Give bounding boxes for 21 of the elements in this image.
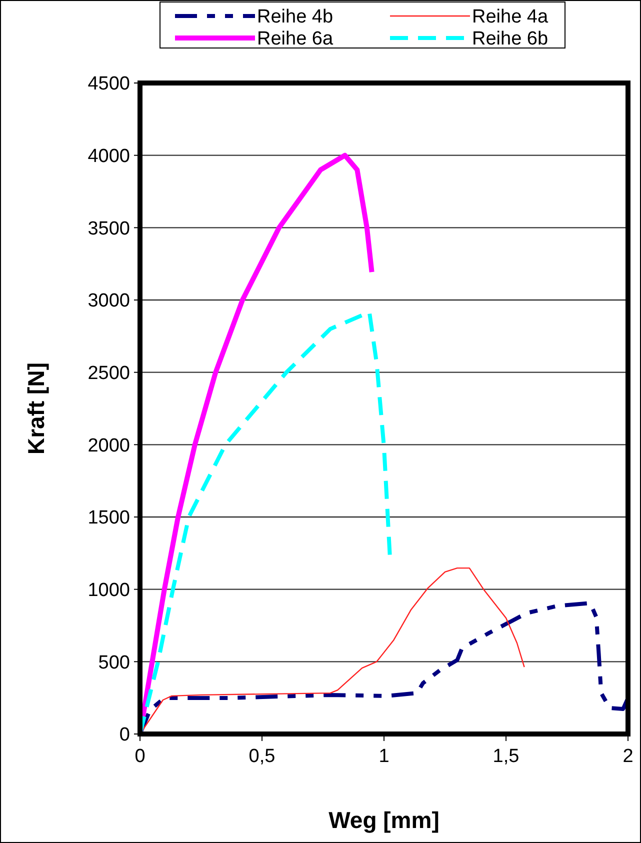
x-tick-label: 0 [134, 746, 146, 767]
legend-label: Reihe 6a [257, 28, 334, 50]
legend-label: Reihe 6b [472, 28, 548, 50]
x-axis-title: Weg [mm] [328, 807, 440, 833]
y-axis-title: Kraft [N] [23, 362, 49, 454]
x-tick-label: 0,5 [248, 746, 276, 767]
x-tick-label: 1 [378, 746, 390, 767]
y-tick-label: 3000 [88, 290, 130, 312]
y-tick-label: 0 [119, 724, 130, 746]
y-tick-label: 2500 [88, 362, 130, 384]
y-tick-label: 3500 [88, 218, 130, 240]
y-tick-label: 2000 [88, 435, 130, 456]
x-tick-label: 2 [622, 746, 634, 767]
y-tick-label: 1500 [88, 508, 130, 529]
legend-label: Reihe 4a [472, 6, 548, 28]
y-tick-label: 4500 [88, 74, 130, 95]
legend-label: Reihe 4b [257, 6, 334, 28]
y-tick-label: 500 [98, 652, 130, 674]
y-tick-label: 1000 [88, 580, 130, 601]
y-tick-label: 4000 [88, 146, 130, 167]
x-tick-label: 1,5 [492, 746, 520, 767]
